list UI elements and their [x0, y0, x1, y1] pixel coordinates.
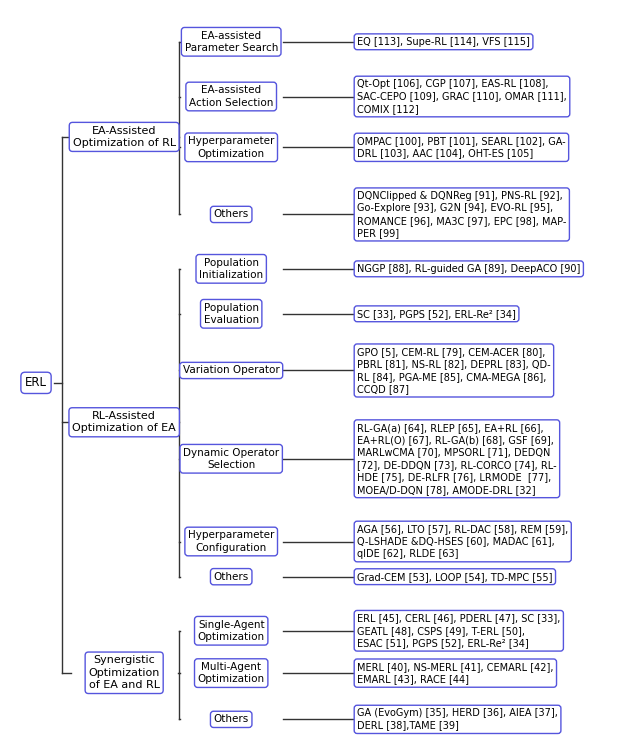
Text: RL-GA(a) [64], RLEP [65], EA+RL [66],
EA+RL(O) [67], RL-GA(b) [68], GSF [69],
MA: RL-GA(a) [64], RLEP [65], EA+RL [66], EA…	[357, 423, 557, 494]
Text: Multi-Agent
Optimization: Multi-Agent Optimization	[198, 662, 265, 684]
Text: EQ [113], Supe-RL [114], VFS [115]: EQ [113], Supe-RL [114], VFS [115]	[357, 37, 530, 47]
Text: NGGP [88], RL-guided GA [89], DeepACO [90]: NGGP [88], RL-guided GA [89], DeepACO [9…	[357, 264, 580, 274]
Text: EA-assisted
Action Selection: EA-assisted Action Selection	[189, 85, 273, 108]
Text: EA-Assisted
Optimization of RL: EA-Assisted Optimization of RL	[72, 126, 176, 148]
Text: Population
Evaluation: Population Evaluation	[204, 302, 259, 325]
Text: MERL [40], NS-MERL [41], CEMARL [42],
EMARL [43], RACE [44]: MERL [40], NS-MERL [41], CEMARL [42], EM…	[357, 662, 554, 684]
Text: ERL: ERL	[25, 376, 47, 389]
Text: Synergistic
Optimization
of EA and RL: Synergistic Optimization of EA and RL	[88, 655, 160, 690]
Text: Dynamic Operator
Selection: Dynamic Operator Selection	[183, 448, 279, 470]
Text: ERL [45], CERL [46], PDERL [47], SC [33],
GEATL [48], CSPS [49], T-ERL [50],
ESA: ERL [45], CERL [46], PDERL [47], SC [33]…	[357, 613, 561, 648]
Text: EA-assisted
Parameter Search: EA-assisted Parameter Search	[184, 30, 278, 53]
Text: DQNClipped & DQNReg [91], PNS-RL [92],
Go-Explore [93], G2N [94], EVO-RL [95],
R: DQNClipped & DQNReg [91], PNS-RL [92], G…	[357, 191, 566, 238]
Text: Others: Others	[214, 572, 249, 582]
Text: Others: Others	[214, 209, 249, 219]
Text: Variation Operator: Variation Operator	[183, 366, 280, 375]
Text: Hyperparameter
Optimization: Hyperparameter Optimization	[188, 136, 275, 159]
Text: Population
Initialization: Population Initialization	[199, 258, 263, 280]
Text: Grad-CEM [53], LOOP [54], TD-MPC [55]: Grad-CEM [53], LOOP [54], TD-MPC [55]	[357, 572, 552, 582]
Text: GA (EvoGym) [35], HERD [36], AIEA [37],
DERL [38],TAME [39]: GA (EvoGym) [35], HERD [36], AIEA [37], …	[357, 708, 558, 731]
Text: SC [33], PGPS [52], ERL-Re² [34]: SC [33], PGPS [52], ERL-Re² [34]	[357, 309, 516, 319]
Text: Hyperparameter
Configuration: Hyperparameter Configuration	[188, 531, 275, 553]
Text: OMPAC [100], PBT [101], SEARL [102], GA-
DRL [103], AAC [104], OHT-ES [105]: OMPAC [100], PBT [101], SEARL [102], GA-…	[357, 136, 566, 159]
Text: Single-Agent
Optimization: Single-Agent Optimization	[198, 619, 265, 642]
Text: Others: Others	[214, 715, 249, 724]
Text: GPO [5], CEM-RL [79], CEM-ACER [80],
PBRL [81], NS-RL [82], DEPRL [83], QD-
RL [: GPO [5], CEM-RL [79], CEM-ACER [80], PBR…	[357, 347, 551, 394]
Text: Qt-Opt [106], CGP [107], EAS-RL [108],
SAC-CEPO [109], GRAC [110], OMAR [111],
C: Qt-Opt [106], CGP [107], EAS-RL [108], S…	[357, 79, 567, 114]
Text: RL-Assisted
Optimization of EA: RL-Assisted Optimization of EA	[72, 411, 176, 434]
Text: AGA [56], LTO [57], RL-DAC [58], REM [59],
Q-LSHADE &DQ-HSES [60], MADAC [61],
q: AGA [56], LTO [57], RL-DAC [58], REM [59…	[357, 524, 568, 559]
